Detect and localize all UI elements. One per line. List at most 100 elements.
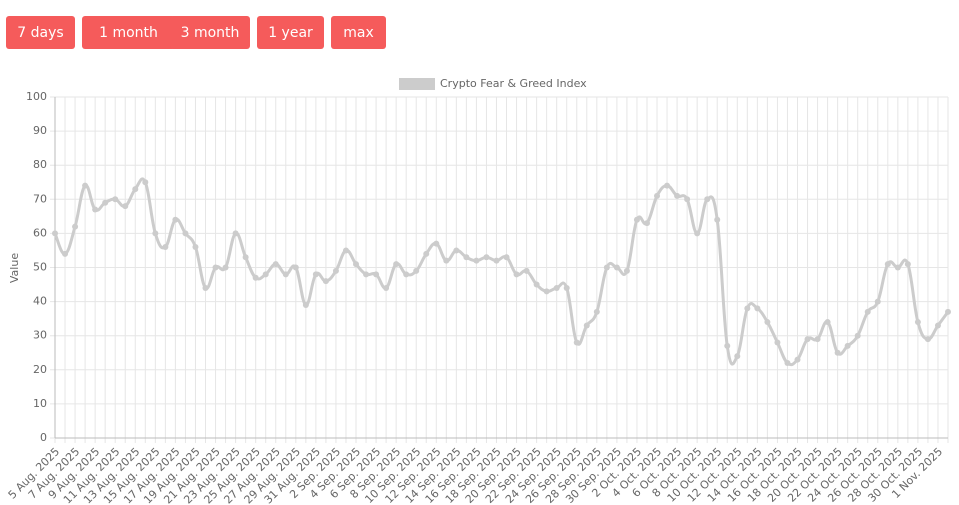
legend-label: Crypto Fear & Greed Index	[440, 77, 587, 90]
data-point	[342, 247, 349, 254]
data-point	[353, 261, 360, 268]
data-point	[463, 254, 470, 261]
y-tick-label: 30	[33, 329, 47, 342]
data-point	[312, 271, 319, 278]
data-point	[373, 271, 380, 278]
data-point	[904, 261, 911, 268]
data-point	[874, 298, 881, 305]
legend-swatch	[399, 78, 435, 90]
data-point	[744, 305, 751, 312]
data-point	[784, 359, 791, 366]
data-point	[714, 216, 721, 223]
data-point	[122, 203, 129, 210]
data-point	[132, 186, 139, 193]
data-point	[322, 278, 329, 285]
series-line	[53, 177, 950, 367]
data-point	[232, 230, 239, 237]
data-point	[844, 342, 851, 349]
y-tick-label: 60	[33, 226, 47, 239]
y-tick-label: 80	[33, 158, 47, 171]
data-point	[724, 342, 731, 349]
data-point	[764, 319, 771, 326]
y-axis-label: Value	[8, 253, 21, 283]
data-point	[433, 240, 440, 247]
y-tick-label: 10	[33, 397, 47, 410]
data-point	[292, 264, 299, 271]
data-point	[513, 271, 520, 278]
y-tick-label: 70	[33, 192, 47, 205]
data-point	[403, 271, 410, 278]
range-button[interactable]: 1 month	[82, 16, 175, 49]
data-point	[603, 264, 610, 271]
data-point	[583, 322, 590, 329]
data-point	[543, 288, 550, 295]
y-tick-label: 20	[33, 363, 47, 376]
data-point	[553, 284, 560, 291]
range-button[interactable]: 1 year	[257, 16, 324, 49]
data-point	[52, 230, 58, 237]
data-point	[62, 250, 69, 257]
range-button[interactable]: 7 days	[6, 16, 75, 49]
data-point	[623, 267, 630, 274]
data-point	[102, 199, 109, 206]
data-point	[423, 250, 430, 257]
data-point	[894, 264, 901, 271]
data-point	[503, 254, 510, 261]
data-point	[824, 319, 831, 326]
data-point	[794, 356, 801, 363]
data-point	[262, 271, 269, 278]
data-point	[363, 271, 370, 278]
data-point	[332, 267, 339, 274]
data-point	[674, 192, 681, 199]
data-point	[533, 281, 540, 288]
data-point	[483, 254, 490, 261]
data-point	[172, 216, 179, 223]
data-point	[633, 216, 640, 223]
data-point	[182, 230, 189, 237]
data-point	[242, 254, 249, 261]
data-point	[934, 322, 941, 329]
data-point	[814, 336, 821, 343]
data-point	[613, 264, 620, 271]
data-point	[162, 244, 169, 251]
data-point	[664, 182, 671, 189]
data-point	[834, 349, 841, 356]
data-point	[443, 257, 450, 264]
data-point	[864, 308, 871, 315]
data-point	[152, 230, 159, 237]
data-point	[754, 305, 761, 312]
data-point	[694, 230, 701, 237]
data-point	[924, 336, 931, 343]
y-tick-label: 40	[33, 295, 47, 308]
data-point	[142, 179, 149, 186]
data-point	[192, 244, 199, 251]
range-button[interactable]: max	[331, 16, 386, 49]
data-point	[222, 264, 229, 271]
range-button[interactable]: 3 month	[170, 16, 250, 49]
data-point	[212, 264, 219, 271]
data-point	[854, 332, 861, 339]
data-point	[82, 182, 89, 189]
data-point	[593, 308, 600, 315]
data-point	[302, 302, 309, 309]
data-point	[704, 196, 711, 203]
data-point	[413, 267, 420, 274]
y-tick-label: 100	[26, 90, 47, 103]
data-point	[272, 261, 279, 268]
data-point	[493, 257, 500, 264]
data-point	[643, 220, 650, 227]
data-point	[654, 192, 661, 199]
data-point	[734, 353, 741, 360]
data-point	[72, 223, 79, 230]
data-point	[884, 261, 891, 268]
data-point	[112, 196, 119, 203]
data-point	[573, 339, 580, 346]
data-point	[684, 196, 691, 203]
data-point	[252, 274, 259, 281]
data-point	[473, 257, 480, 264]
data-point	[774, 339, 781, 346]
y-tick-label: 90	[33, 124, 47, 137]
data-point	[202, 284, 209, 291]
